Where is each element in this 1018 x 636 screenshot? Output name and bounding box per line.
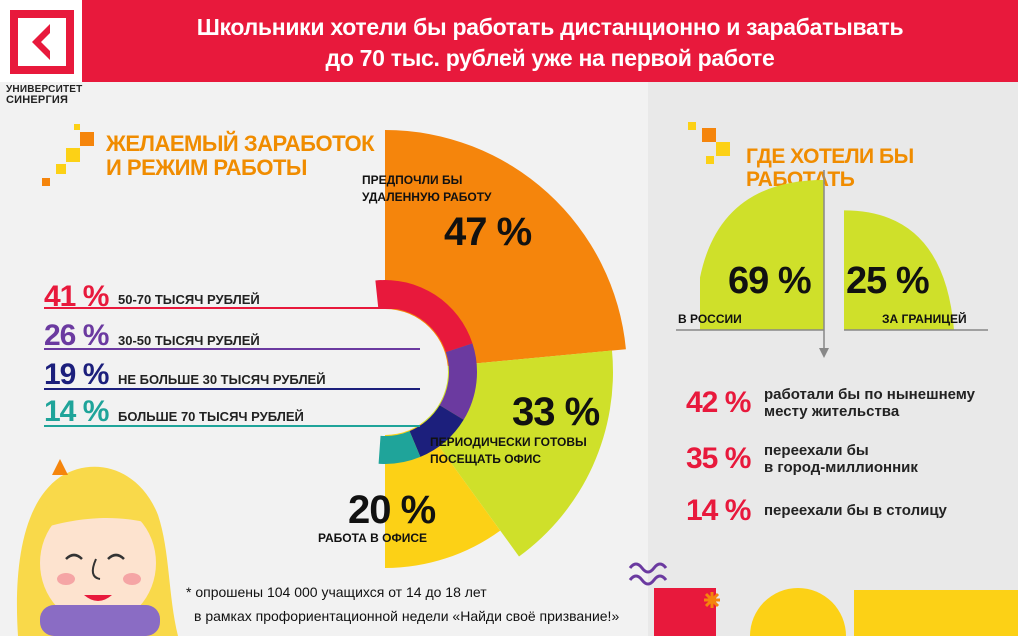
- hybrid-value: 33 %: [512, 390, 600, 434]
- stay-label-line2: месту жительства: [764, 403, 900, 420]
- work-mode-chart: [44, 130, 626, 568]
- stay-value: 42 %: [686, 386, 751, 419]
- salary-slice-1: [439, 343, 477, 420]
- page-title-line1: Школьники хотели бы работать дистанционн…: [196, 14, 904, 40]
- salary-30-50-value: 26 %: [44, 319, 109, 352]
- salary-under-30-value: 19 %: [44, 358, 109, 391]
- donut-hole: [322, 309, 448, 435]
- logo-text-university: УНИВЕРСИТЕТ: [6, 84, 83, 95]
- salary-50-70-value: 41 %: [44, 280, 109, 313]
- salary-30-50-label: 30-50 ТЫСЯЧ РУБЛЕЙ: [118, 333, 260, 348]
- capital-value: 14 %: [686, 494, 751, 527]
- russia-value: 69 %: [728, 260, 812, 302]
- logo: [10, 10, 74, 74]
- office-label: РАБОТА В ОФИСЕ: [318, 531, 428, 545]
- right-panel: [648, 82, 1018, 636]
- russia-label: В РОССИИ: [678, 312, 742, 326]
- footnote-line2: в рамках профориентационной недели «Найд…: [194, 608, 620, 624]
- header-band: [82, 0, 1018, 82]
- stay-label-line1: работали бы по нынешнему: [764, 386, 976, 403]
- abroad-label: ЗА ГРАНИЦЕЙ: [882, 312, 967, 326]
- pixel-decoration-left: [42, 124, 94, 186]
- section-title-salary-line1: ЖЕЛАЕМЫЙ ЗАРАБОТОК: [106, 131, 375, 156]
- hybrid-label-line1: ПЕРИОДИЧЕСКИ ГОТОВЫ: [430, 435, 587, 449]
- big-city-label-line2: в город-миллионник: [764, 459, 918, 476]
- location-chart: [676, 170, 988, 358]
- location-bar-0: [700, 180, 824, 330]
- abroad-value: 25 %: [846, 260, 930, 302]
- big-city-value: 35 %: [686, 442, 751, 475]
- capital-label: переехали бы в столицу: [764, 502, 947, 519]
- office-value: 20 %: [348, 488, 436, 532]
- pixel-decoration-right: [688, 122, 730, 164]
- footnote-line1: * опрошены 104 000 учащихся от 14 до 18 …: [186, 584, 487, 600]
- remote-value: 47 %: [444, 210, 532, 254]
- salary-under-30-label: НЕ БОЛЬШЕ 30 ТЫСЯЧ РУБЛЕЙ: [118, 372, 326, 387]
- hybrid-label-line2: ПОСЕЩАТЬ ОФИС: [430, 452, 542, 466]
- logo-text-synergy: СИНЕРГИЯ: [6, 94, 69, 106]
- big-city-label-line1: переехали бы: [764, 442, 869, 459]
- salary-slice-3: [378, 431, 421, 464]
- location-bar-1: [844, 210, 954, 330]
- salary-slice-2: [409, 405, 464, 457]
- remote-label-line1: ПРЕДПОЧЛИ БЫ: [362, 173, 463, 187]
- section-title-location: ГДЕ ХОТЕЛИ БЫ РАБОТАТЬ: [746, 145, 914, 191]
- salary-slice-0: [375, 280, 473, 353]
- remote-label-line2: УДАЛЕННУЮ РАБОТУ: [362, 190, 492, 204]
- salary-over-70-value: 14 %: [44, 395, 109, 428]
- girl-illustration: [16, 459, 179, 636]
- page-title-line2: до 70 тыс. рублей уже на первой работе: [325, 45, 775, 71]
- salary-50-70-label: 50-70 ТЫСЯЧ РУБЛЕЙ: [118, 292, 260, 307]
- bottom-decoration: [628, 562, 1018, 636]
- section-title-salary-line2: И РЕЖИМ РАБОТЫ: [106, 155, 307, 180]
- salary-over-70-label: БОЛЬШЕ 70 ТЫСЯЧ РУБЛЕЙ: [118, 409, 304, 424]
- logo-mark-icon: [18, 18, 66, 66]
